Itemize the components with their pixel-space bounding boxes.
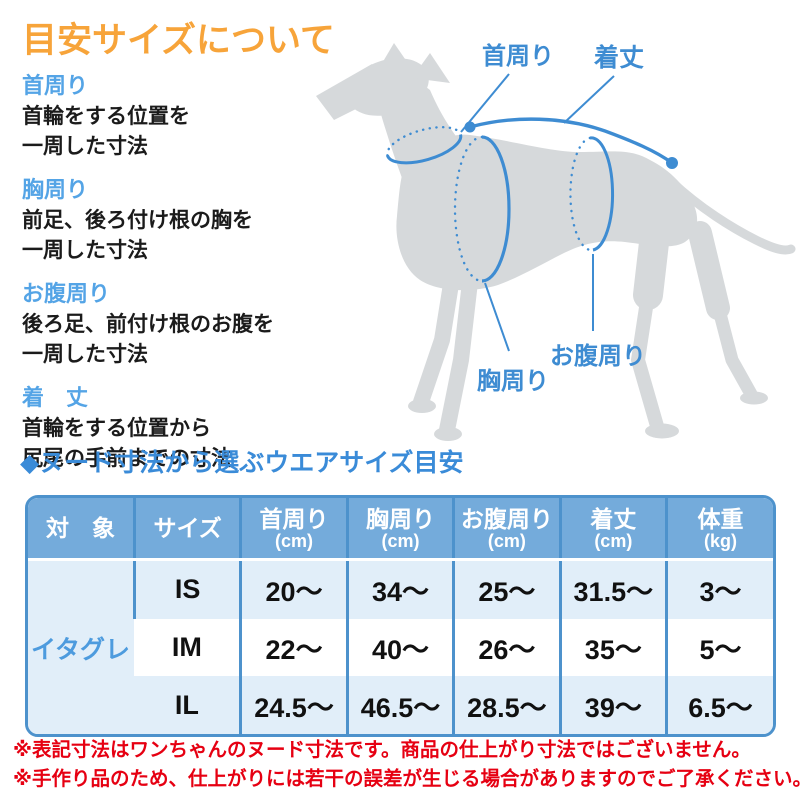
dog-ear	[412, 53, 450, 83]
chest-label-leader	[484, 282, 510, 352]
header-weight: 体重 (kg)	[665, 498, 773, 561]
back-length-end-dot	[666, 157, 678, 169]
value-cell: 34〜	[345, 559, 454, 619]
value-cell: 22〜	[239, 618, 348, 677]
definition-text: 首輪をする位置を	[22, 105, 190, 128]
value-cell: 40〜	[345, 618, 454, 677]
size-cell: IS	[132, 559, 241, 619]
page-title: 目安サイズについて	[22, 21, 335, 60]
definition-text: 一周した寸法	[22, 135, 148, 158]
definition-text: 首輪をする位置から	[22, 417, 211, 440]
header-length: 着丈 (cm)	[558, 498, 667, 561]
dog-hind-thigh	[633, 193, 673, 310]
definition-text: 前足、後ろ付け根の胸を	[22, 209, 253, 232]
value-cell: 39〜	[558, 676, 667, 734]
value-cell: 31.5〜	[558, 559, 667, 619]
size-table-grid: 対 象 サイズ 首周り (cm) 胸周り (cm) お腹周り (cm)	[28, 498, 773, 734]
value-cell: 35〜	[558, 618, 667, 677]
length-label-leader	[563, 75, 615, 124]
measurement-marks	[386, 73, 678, 352]
target-cell: イタグレ	[28, 559, 135, 734]
belly-girth-dotted	[569, 136, 595, 252]
definition-term: 胸周り	[22, 177, 89, 202]
value-cell: 5〜	[665, 618, 773, 677]
size-cell: IM	[134, 618, 241, 677]
header-neck: 首周り (cm)	[239, 498, 348, 561]
dog-silhouette	[316, 43, 768, 441]
measurement-definitions: 首周り 首輪をする位置を 一周した寸法 胸周り 前足、後ろ付け根の胸を 一周した…	[22, 72, 300, 488]
table-row-il: IL 24.5〜 46.5〜 28.5〜 39〜 6.5〜	[28, 676, 773, 734]
neck-girth-dotted	[386, 125, 462, 157]
back-length-line	[469, 117, 674, 165]
diagram-label-chest: 胸周り	[477, 368, 549, 395]
dog-front-leg	[413, 270, 460, 410]
back-length-start-dot	[464, 121, 476, 133]
chest-girth-dotted	[453, 135, 484, 283]
dog-hind-thigh	[688, 221, 730, 320]
dog-hind-leg	[711, 299, 758, 401]
definition-text: 一周した寸法	[22, 343, 148, 366]
table-row-im: IM 22〜 40〜 26〜 35〜 5〜	[28, 618, 773, 677]
dog-ear	[378, 43, 414, 72]
neck-girth-line	[386, 134, 463, 165]
dog-body	[396, 134, 698, 291]
header-target: 対 象	[28, 498, 135, 561]
section-title: ◆ヌード寸法から選ぶウエアサイズ目安	[20, 449, 464, 477]
definition-length: 着 丈 首輪をする位置から 尻尾の手前までの寸法	[22, 384, 300, 474]
dog-tail	[667, 177, 796, 255]
value-cell: 25〜	[452, 559, 561, 619]
diagram-label-length: 着丈	[594, 44, 645, 72]
value-cell: 24.5〜	[239, 676, 348, 734]
definition-neck: 首周り 首輪をする位置を 一周した寸法	[22, 72, 300, 162]
belly-girth-line	[589, 136, 615, 252]
value-cell: 20〜	[239, 559, 348, 619]
size-cell: IL	[134, 676, 241, 734]
definition-term: 首周り	[22, 73, 89, 98]
value-cell: 6.5〜	[665, 676, 773, 734]
definition-term: 着 丈	[22, 385, 89, 410]
note-line: ※表記寸法はワンちゃんのヌード寸法です。商品の仕上がり寸法ではございません。	[13, 739, 751, 761]
table-header-row: 対 象 サイズ 首周り (cm) 胸周り (cm) お腹周り (cm)	[28, 498, 773, 561]
dog-muzzle	[316, 64, 386, 120]
value-cell: 28.5〜	[452, 676, 561, 734]
dog-diagram-svg	[316, 43, 796, 441]
diagram-label-neck: 首周り	[482, 43, 554, 70]
value-cell: 46.5〜	[345, 676, 454, 734]
definition-text: 後ろ足、前付け根のお腹を	[22, 313, 274, 336]
dog-hind-leg	[631, 281, 664, 433]
table-row-is: イタグレ IS 20〜 34〜 25〜 31.5〜 3〜	[28, 559, 773, 734]
value-cell: 26〜	[452, 618, 561, 677]
header-chest: 胸周り (cm)	[345, 498, 454, 561]
definition-text: 一周した寸法	[22, 239, 148, 262]
definition-term: お腹周り	[22, 281, 111, 306]
value-cell: 3〜	[665, 559, 773, 619]
chest-girth-line	[481, 135, 511, 283]
disclaimer-notes: ※表記寸法はワンちゃんのヌード寸法です。商品の仕上がり寸法ではございません。 ※…	[13, 736, 800, 794]
diagram-label-belly: お腹周り	[550, 343, 646, 370]
header-size: サイズ	[132, 498, 241, 561]
dog-front-leg	[439, 274, 478, 438]
dog-measurement-diagram: 首周り 着丈 胸周り お腹周り	[280, 30, 800, 460]
note-line: ※手作り品のため、仕上がりには若干の誤差が生じる場合がありますのでご了承ください…	[13, 768, 800, 790]
header-belly: お腹周り (cm)	[452, 498, 561, 561]
definition-chest: 胸周り 前足、後ろ付け根の胸を 一周した寸法	[22, 176, 300, 266]
size-table: 対 象 サイズ 首周り (cm) 胸周り (cm) お腹周り (cm)	[25, 495, 776, 737]
definition-belly: お腹周り 後ろ足、前付け根のお腹を 一周した寸法	[22, 280, 300, 370]
definition-text: 尻尾の手前までの寸法	[22, 447, 232, 470]
dog-legs-tail	[413, 177, 796, 438]
